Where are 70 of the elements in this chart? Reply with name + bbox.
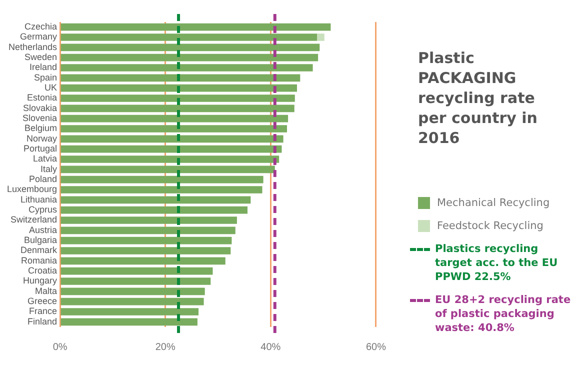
- y-tick-label: Norway: [26, 133, 58, 144]
- bar: [60, 267, 213, 275]
- bar: [60, 186, 262, 194]
- bar: [60, 216, 237, 224]
- y-tick-label: Denmark: [20, 245, 58, 256]
- x-tick-label: 60%: [366, 342, 386, 353]
- bar: [60, 308, 199, 316]
- x-tick-label: 20%: [155, 342, 176, 353]
- text: Plastic PACKAGING recycling rate per country in 2016: [418, 48, 538, 148]
- bar: [60, 104, 294, 112]
- y-tick-label: UK: [44, 82, 58, 93]
- y-tick-label: Hungary: [23, 276, 58, 286]
- y-tick-label: Greece: [28, 296, 58, 306]
- bar: [60, 145, 282, 153]
- bar: [60, 247, 231, 254]
- bar: [60, 34, 318, 41]
- y-tick-label: Finland: [28, 316, 58, 326]
- y-tick-label: Switzerland: [10, 214, 58, 225]
- bar: [60, 196, 251, 204]
- ref-line-label: EU 28+2 recycling rate of plastic packaging waste: 40.8%: [435, 293, 572, 335]
- bar: [60, 166, 275, 174]
- bar: [60, 226, 236, 234]
- y-tick-label: Slovenia: [22, 113, 58, 124]
- bar: [317, 34, 324, 41]
- bar: [60, 64, 313, 72]
- x-tick-label: 40%: [260, 342, 281, 353]
- y-tick-label: Germany: [20, 32, 58, 42]
- bar: [60, 298, 204, 306]
- y-tick-label: Netherlands: [8, 42, 58, 52]
- bar: [60, 206, 248, 214]
- y-tick-label: Cyprus: [28, 204, 58, 215]
- y-tick-label: Portugal: [24, 144, 58, 154]
- bar: [60, 94, 295, 102]
- bar: [60, 176, 264, 184]
- bar: [60, 257, 226, 265]
- y-tick-label: Czechia: [24, 22, 58, 32]
- bar: [60, 318, 198, 326]
- y-tick-label: France: [29, 306, 58, 316]
- y-tick-label: Sweden: [24, 52, 58, 62]
- bar: [60, 23, 331, 31]
- ref-line-label: Plastics recycling target acc. to the EU PPWD 22.5%: [435, 242, 559, 284]
- bar: [60, 44, 320, 52]
- y-tick-label: Latvia: [33, 154, 58, 164]
- bar: [60, 114, 288, 122]
- legend-label: Mechanical Recycling: [437, 196, 550, 210]
- y-tick-label: Austria: [29, 224, 58, 235]
- bar: [60, 156, 280, 163]
- bar: [60, 125, 287, 132]
- y-tick-label: Ireland: [30, 62, 58, 72]
- y-tick-label: Malta: [35, 286, 58, 296]
- y-tick-label: Italy: [40, 164, 58, 174]
- bar: [60, 84, 298, 92]
- bar: [60, 288, 205, 296]
- bar: [60, 278, 211, 285]
- bar: [60, 236, 232, 244]
- bar: [60, 74, 300, 82]
- bar: [60, 54, 318, 62]
- y-tick-label: Estonia: [27, 92, 58, 103]
- y-tick-label: Belgium: [24, 123, 58, 134]
- y-tick-label: Slovakia: [23, 102, 58, 113]
- bar: [60, 135, 284, 143]
- y-tick-label: Spain: [34, 72, 58, 82]
- y-tick-label: Romania: [21, 255, 58, 266]
- y-tick-label: Bulgaria: [24, 235, 58, 246]
- x-tick-label: 0%: [52, 342, 68, 353]
- y-tick-label: Luxembourg: [6, 184, 58, 194]
- legend-label: Feedstock Recycling: [437, 219, 544, 233]
- y-tick-label: Lithuania: [20, 194, 58, 204]
- y-tick-label: Croatia: [28, 266, 58, 276]
- y-tick-label: Poland: [29, 174, 58, 184]
